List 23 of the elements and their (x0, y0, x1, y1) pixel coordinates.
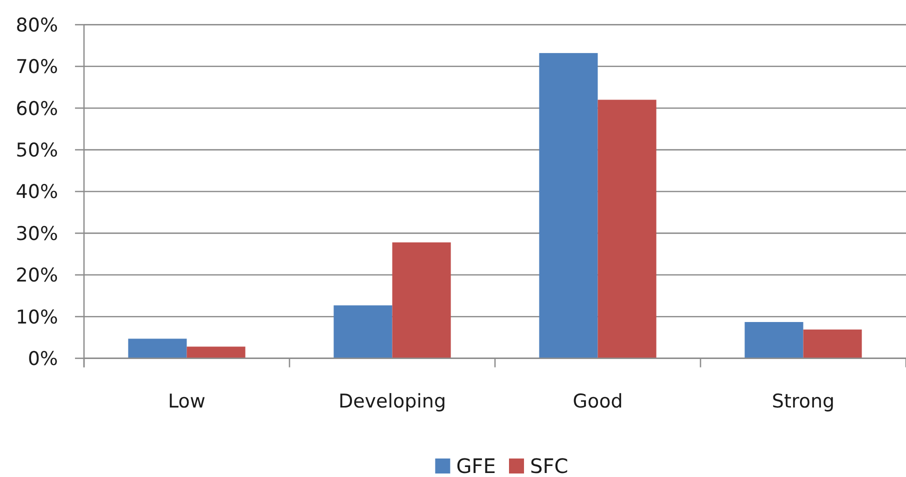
bar (392, 242, 451, 358)
y-tick-label: 10% (16, 306, 58, 328)
y-tick-label: 80% (16, 14, 58, 36)
y-tick-label: 70% (16, 56, 58, 78)
bar (186, 346, 246, 358)
bar (598, 100, 656, 358)
bar (128, 338, 187, 358)
x-tick-label: Strong (772, 390, 835, 413)
legend-label: GFE (456, 454, 496, 477)
y-tick-label: 60% (16, 98, 58, 120)
bar (539, 53, 598, 358)
y-tick-label: 0% (28, 348, 58, 370)
legend-label: SFC (530, 454, 568, 477)
bar (744, 322, 804, 358)
x-tick-label: Developing (338, 390, 446, 413)
y-tick-label: 40% (16, 181, 58, 204)
bar (334, 305, 392, 358)
y-tick-label: 30% (16, 222, 58, 245)
x-tick-label: Good (572, 390, 623, 413)
y-tick-label: 50% (16, 139, 58, 162)
x-tick-label: Low (168, 390, 206, 413)
bar (803, 330, 862, 358)
y-tick-label: 20% (16, 264, 58, 287)
